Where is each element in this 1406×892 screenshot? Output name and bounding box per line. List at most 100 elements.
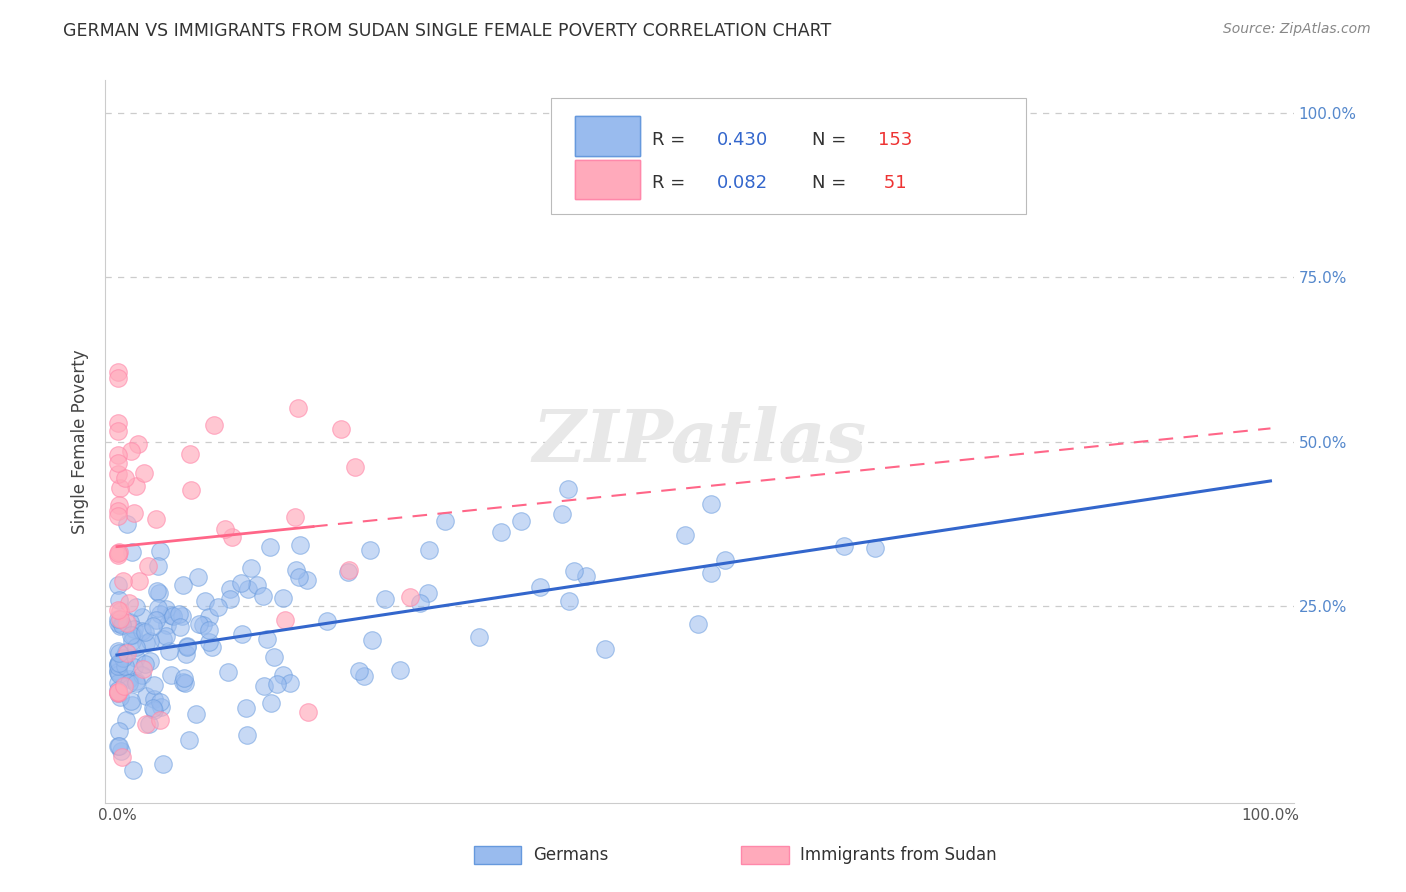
Point	[174, 676, 197, 690]
Point	[135, 690, 157, 704]
Point	[107, 657, 129, 672]
Point	[162, 608, 184, 623]
Point	[108, 724, 131, 739]
Point	[700, 566, 723, 581]
Point	[156, 617, 179, 632]
Point	[114, 659, 136, 673]
Point	[107, 504, 129, 518]
Point	[214, 522, 236, 536]
Point	[167, 607, 190, 621]
Text: R =: R =	[652, 130, 690, 149]
Point	[575, 569, 598, 583]
Point	[834, 540, 856, 554]
Point	[863, 541, 886, 555]
Point	[107, 371, 129, 385]
Point	[170, 609, 193, 624]
Point	[107, 615, 129, 630]
Point	[194, 593, 217, 607]
Point	[155, 629, 177, 643]
Point	[198, 635, 221, 649]
Point	[160, 608, 183, 623]
Point	[198, 609, 221, 624]
Point	[252, 589, 274, 603]
Point	[252, 679, 274, 693]
Point	[551, 507, 574, 521]
Point	[108, 481, 131, 495]
Point	[121, 628, 143, 642]
Point	[122, 763, 145, 777]
Point	[107, 546, 129, 560]
Point	[149, 695, 172, 709]
Point	[115, 713, 138, 727]
Point	[107, 424, 129, 438]
FancyBboxPatch shape	[474, 847, 522, 864]
Point	[198, 623, 221, 637]
Text: 0.430: 0.430	[717, 130, 769, 149]
Point	[142, 678, 165, 692]
Point	[288, 537, 311, 551]
Point	[111, 618, 134, 632]
Point	[201, 640, 224, 655]
Point	[388, 663, 411, 677]
Point	[107, 739, 129, 753]
FancyBboxPatch shape	[575, 160, 640, 200]
Point	[557, 483, 579, 497]
Text: N =: N =	[813, 174, 852, 192]
Point	[416, 585, 439, 599]
Point	[125, 676, 148, 690]
Point	[418, 543, 440, 558]
Point	[108, 592, 131, 607]
Point	[263, 649, 285, 664]
Point	[278, 676, 301, 690]
Point	[107, 548, 129, 562]
Point	[125, 674, 148, 689]
Point	[125, 479, 148, 493]
Point	[132, 662, 155, 676]
Point	[186, 707, 208, 722]
Text: 153: 153	[877, 130, 912, 149]
Point	[107, 657, 129, 672]
Text: ZIPatlas: ZIPatlas	[533, 406, 866, 477]
Point	[399, 590, 422, 604]
Point	[374, 591, 396, 606]
Point	[558, 594, 581, 608]
Point	[353, 669, 375, 683]
Point	[114, 471, 136, 485]
Point	[118, 676, 141, 690]
FancyBboxPatch shape	[575, 116, 640, 156]
Point	[287, 569, 309, 583]
Text: 0.082: 0.082	[717, 174, 769, 192]
Point	[231, 627, 253, 641]
Point	[107, 644, 129, 658]
Point	[127, 437, 149, 451]
Point	[218, 591, 240, 606]
Point	[287, 401, 309, 416]
Point	[111, 749, 134, 764]
Point	[284, 563, 307, 577]
Point	[700, 497, 723, 511]
Text: GERMAN VS IMMIGRANTS FROM SUDAN SINGLE FEMALE POVERTY CORRELATION CHART: GERMAN VS IMMIGRANTS FROM SUDAN SINGLE F…	[63, 22, 831, 40]
Point	[207, 600, 229, 615]
Point	[120, 628, 142, 642]
Point	[145, 512, 167, 526]
Point	[152, 632, 174, 647]
Point	[128, 574, 150, 588]
Point	[149, 607, 172, 622]
Point	[125, 640, 148, 654]
Point	[134, 625, 156, 640]
Point	[673, 528, 696, 542]
FancyBboxPatch shape	[551, 98, 1026, 214]
Point	[256, 632, 278, 646]
Point	[593, 642, 616, 657]
Point	[174, 647, 197, 661]
Point	[135, 636, 157, 650]
Point	[176, 640, 198, 654]
Point	[131, 610, 153, 624]
Point	[160, 668, 183, 682]
Point	[107, 603, 129, 617]
Point	[107, 685, 129, 699]
Point	[316, 614, 339, 628]
Point	[155, 602, 177, 616]
Point	[107, 416, 129, 430]
Point	[148, 586, 170, 600]
